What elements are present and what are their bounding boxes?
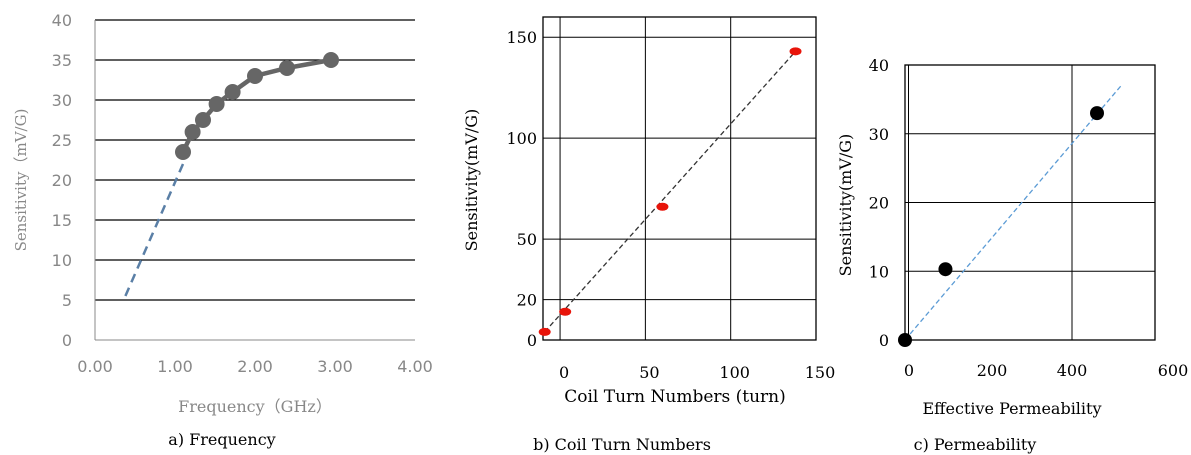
chart-c-trend-line	[904, 85, 1122, 341]
chart-b-ylabel: Sensitivity(mV/G)	[462, 109, 481, 252]
chart-a-data-point	[195, 112, 211, 128]
chart-a-y-tick-label: 15	[52, 211, 72, 230]
chart-a-y-ticks: 0 5 10 15 20 25 30 35 40	[52, 11, 72, 350]
chart-b-x-tick-label: 50	[639, 363, 659, 382]
chart-b-xlabel: Coil Turn Numbers (turn)	[564, 387, 786, 407]
chart-c-x-tick-label: 400	[1057, 361, 1088, 380]
chart-c-ylabel: Sensitivity(mV/G)	[836, 134, 855, 277]
chart-c-y-tick-label: 40	[869, 56, 889, 75]
chart-b-y-tick-label: 0	[527, 331, 537, 350]
chart-c-x-tick-label: 0	[904, 361, 914, 380]
chart-b-x-tick-label: 100	[719, 363, 750, 382]
chart-b-y-tick-label: 50	[517, 230, 537, 249]
chart-a-y-tick-label: 10	[52, 251, 72, 270]
chart-c-y-tick-label: 10	[869, 262, 889, 281]
chart-b-y-tick-label: 150	[506, 28, 537, 47]
chart-c-y-ticks: 0 10 20 30 40	[869, 56, 889, 350]
chart-b-x-tick-label: 0	[559, 363, 569, 382]
chart-c-caption: c) Permeability	[914, 435, 1037, 454]
chart-c-points	[898, 106, 1104, 347]
chart-c-gridlines	[905, 65, 1155, 340]
chart-c: 0 10 20 30 40 0 200 400 600 Sensitivity(mV/G) E…	[836, 56, 1188, 454]
chart-a-x-tick-label: 3.00	[317, 357, 353, 376]
chart-a-y-tick-label: 20	[52, 171, 72, 190]
chart-b-points	[538, 47, 802, 336]
chart-a-gridlines	[95, 19, 415, 301]
chart-a-y-tick-label: 25	[52, 131, 72, 150]
chart-c-y-tick-label: 30	[869, 125, 889, 144]
chart-c-data-point	[898, 333, 912, 347]
chart-b-x-tick-label: 150	[805, 363, 836, 382]
chart-c-xlabel: Effective Permeability	[922, 399, 1101, 418]
chart-a: 0 5 10 15 20 25 30 35 40 0.00 1.00 2.00 3.00 4.00 Se…	[12, 11, 433, 449]
chart-a-y-tick-label: 35	[52, 51, 72, 70]
chart-c-data-point	[938, 262, 953, 277]
chart-a-caption: a) Frequency	[168, 430, 275, 449]
chart-a-data-point	[224, 84, 241, 100]
chart-b-data-point	[789, 47, 802, 56]
chart-a-data-point	[208, 96, 225, 112]
chart-b-y-ticks: 0 20 50 100 150	[506, 28, 537, 350]
chart-c-x-tick-label: 600	[1158, 361, 1189, 380]
chart-a-points	[175, 52, 339, 160]
chart-a-y-tick-label: 40	[52, 11, 72, 30]
chart-b-data-point	[656, 202, 669, 211]
chart-a-y-tick-label: 5	[62, 291, 72, 310]
chart-b-x-ticks: 0 50 100 150	[559, 363, 835, 382]
chart-a-data-point	[323, 52, 339, 68]
chart-a-data-point	[175, 144, 191, 160]
chart-c-x-tick-label: 200	[977, 361, 1008, 380]
chart-b-data-point	[559, 307, 572, 316]
chart-a-y-tick-label: 30	[52, 91, 72, 110]
chart-a-xlabel: Frequency（GHz）	[178, 397, 332, 416]
chart-a-x-tick-label: 1.00	[157, 357, 193, 376]
chart-a-y-tick-label: 0	[62, 331, 72, 350]
chart-a-x-tick-label: 0.00	[77, 357, 113, 376]
chart-c-y-tick-label: 20	[869, 194, 889, 213]
chart-b-trend-line	[544, 50, 797, 333]
chart-a-ylabel: Sensitivity（mV/G)	[12, 109, 30, 252]
chart-b-data-point	[538, 327, 551, 336]
chart-c-y-tick-label: 0	[879, 331, 889, 350]
chart-a-data-point	[247, 68, 263, 84]
chart-b-y-tick-label: 20	[517, 291, 537, 310]
chart-b-plot-frame	[542, 16, 817, 341]
chart-b-caption: b) Coil Turn Numbers	[533, 435, 711, 454]
chart-a-x-tick-label: 2.00	[237, 357, 273, 376]
chart-c-data-point	[1090, 106, 1104, 121]
chart-c-x-ticks: 0 200 400 600	[904, 361, 1188, 380]
chart-a-x-ticks: 0.00 1.00 2.00 3.00 4.00	[77, 357, 433, 376]
chart-a-x-tick-label: 4.00	[397, 357, 433, 376]
chart-b-y-tick-label: 100	[506, 129, 537, 148]
chart-a-data-point	[279, 60, 295, 76]
chart-a-data-point	[184, 124, 201, 140]
chart-a-trend-line	[124, 163, 185, 297]
chart-b-gridlines	[543, 17, 816, 340]
